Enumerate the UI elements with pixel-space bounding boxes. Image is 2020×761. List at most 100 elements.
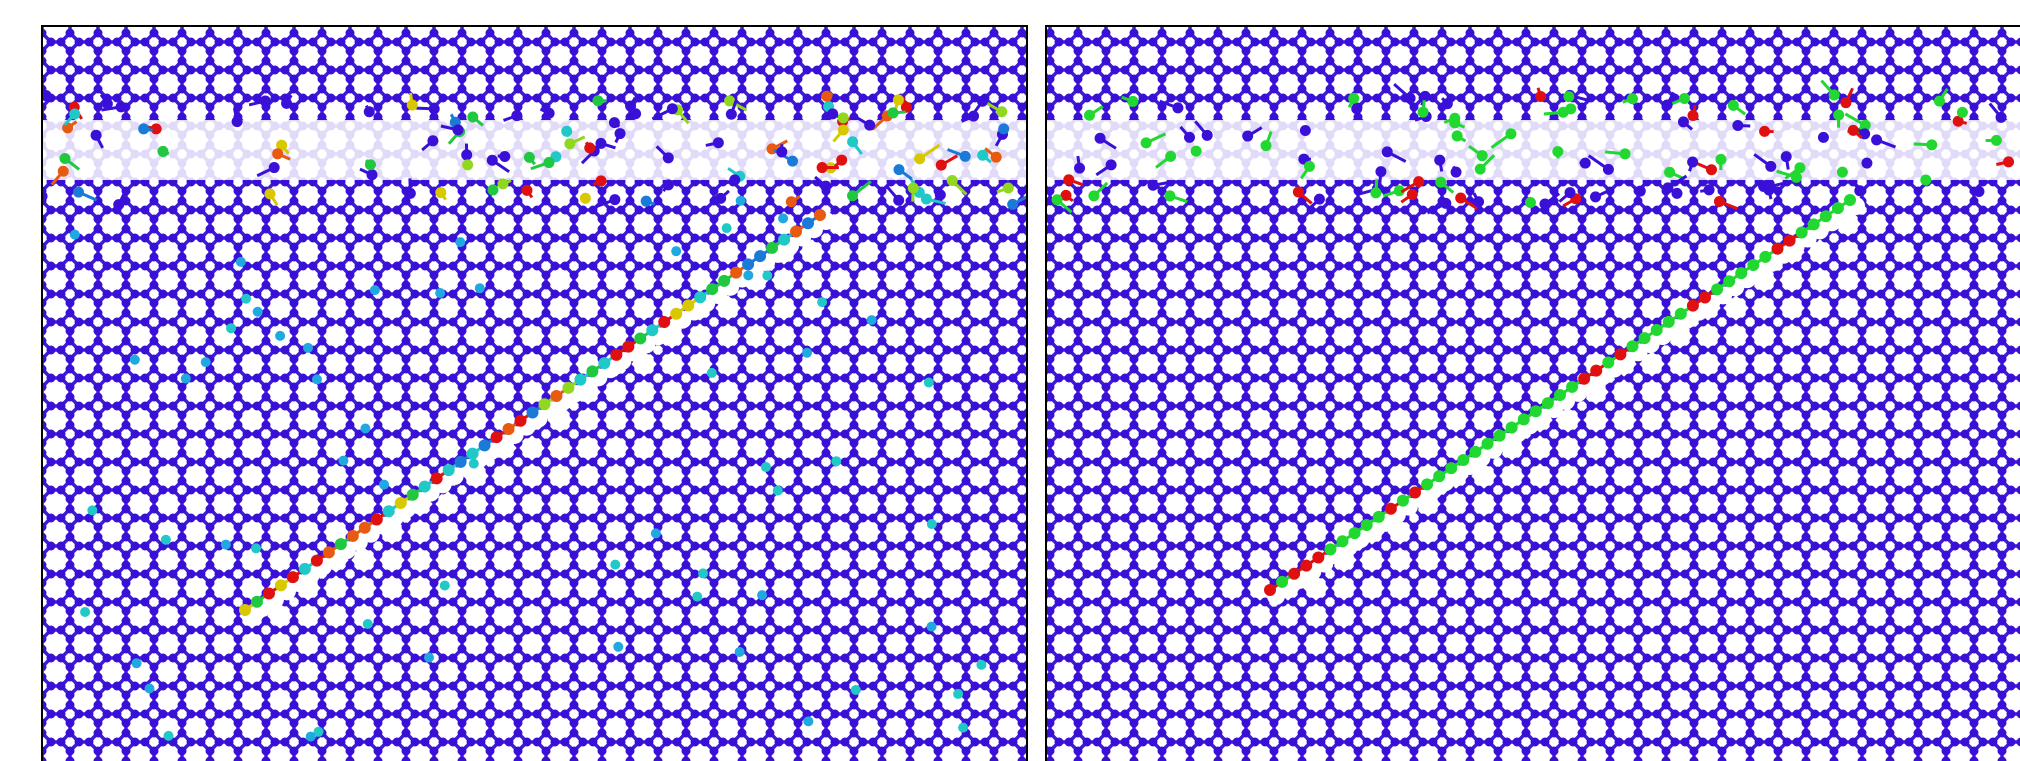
atom: [1300, 560, 1312, 572]
atom: [1764, 185, 1775, 196]
atom: [615, 128, 626, 139]
atom: [634, 332, 646, 344]
atom: [1469, 446, 1481, 458]
atom: [867, 315, 877, 325]
atom: [303, 343, 313, 353]
atom: [1494, 430, 1506, 442]
atom: [609, 194, 620, 205]
atom: [991, 152, 1002, 163]
atom: [1996, 112, 2007, 123]
atom: [1106, 159, 1117, 170]
atom: [1361, 519, 1373, 531]
atom: [1704, 184, 1715, 195]
atom: [311, 555, 323, 567]
page: (() => { const svg = document.getElement…: [0, 0, 2020, 761]
atom: [1840, 97, 1851, 108]
atom: [1554, 389, 1566, 401]
atom: [102, 98, 113, 109]
atom: [754, 250, 766, 262]
atom: [776, 146, 787, 157]
atom: [1578, 373, 1590, 385]
atom: [1264, 584, 1276, 596]
atom: [1837, 167, 1848, 178]
atom: [1435, 177, 1446, 188]
atom: [1844, 194, 1856, 206]
atom: [424, 652, 434, 662]
atom: [1558, 107, 1569, 118]
atom: [1639, 332, 1651, 344]
atom: [467, 111, 478, 122]
atom: [1602, 357, 1614, 369]
atom: [435, 187, 446, 198]
atom: [69, 108, 80, 119]
atom: [1397, 495, 1409, 507]
atom: [821, 91, 832, 102]
atom: [1759, 126, 1770, 137]
atom: [1276, 576, 1288, 588]
atom: [1539, 199, 1550, 210]
atom: [847, 190, 858, 201]
atom: [1552, 146, 1563, 157]
atom: [491, 431, 503, 443]
atom: [935, 189, 946, 200]
atom: [613, 642, 623, 652]
atom: [1382, 146, 1393, 157]
atom: [1580, 158, 1591, 169]
atom: [1434, 155, 1445, 166]
atom: [694, 291, 706, 303]
atom: [1781, 151, 1792, 162]
atom: [1375, 166, 1386, 177]
atom: [707, 368, 717, 378]
atom: [1542, 397, 1554, 409]
atom: [998, 123, 1009, 134]
atom: [58, 166, 69, 177]
atom: [1300, 125, 1311, 136]
atom: [232, 116, 243, 127]
atom: [1848, 125, 1859, 136]
atom: [116, 101, 127, 112]
atom: [407, 489, 419, 501]
atom: [692, 592, 702, 602]
atom: [1603, 164, 1614, 175]
atom: [312, 374, 322, 384]
atom: [1477, 150, 1488, 161]
atom: [275, 331, 285, 341]
atom: [651, 528, 661, 538]
atom: [359, 522, 371, 534]
atom: [718, 275, 730, 287]
atom: [1475, 164, 1486, 175]
atom: [543, 157, 554, 168]
atom: [1926, 139, 1937, 150]
atom: [80, 607, 90, 617]
atom: [1679, 93, 1690, 104]
atom: [1832, 202, 1844, 214]
atom: [1723, 275, 1735, 287]
atom: [803, 716, 813, 726]
atom: [370, 285, 380, 295]
atom: [1421, 478, 1433, 490]
atom: [1614, 348, 1626, 360]
atom: [1675, 308, 1687, 320]
atom: [62, 122, 73, 133]
atom: [347, 530, 359, 542]
atom: [1348, 93, 1359, 104]
atom: [580, 193, 591, 204]
atom: [73, 187, 84, 198]
atom: [132, 658, 142, 668]
atom: [275, 579, 287, 591]
atom: [260, 96, 271, 107]
atom: [914, 153, 925, 164]
atom: [550, 390, 562, 402]
atom: [1184, 132, 1195, 143]
atom: [584, 142, 595, 153]
atom: [778, 234, 790, 246]
atom: [524, 152, 535, 163]
atom: [1457, 454, 1469, 466]
atom: [299, 563, 311, 575]
atom: [1455, 193, 1466, 204]
atom: [847, 136, 858, 147]
atom: [70, 230, 80, 240]
atom: [1418, 107, 1429, 118]
atom: [1351, 103, 1362, 114]
atom: [503, 423, 515, 435]
